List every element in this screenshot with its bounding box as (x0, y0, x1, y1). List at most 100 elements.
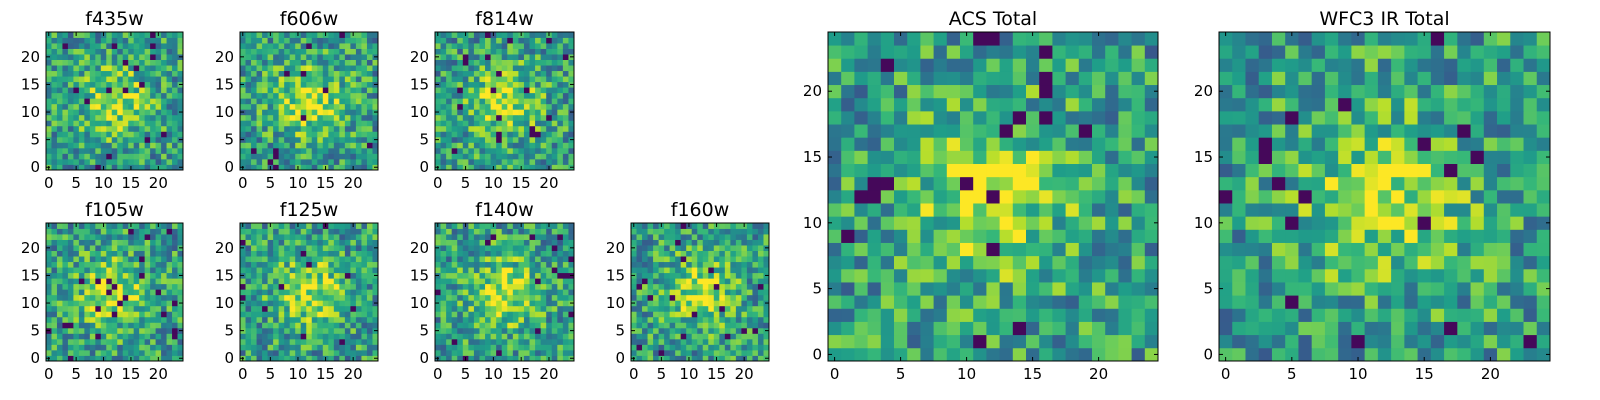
heatmap-cell (828, 334, 842, 349)
heatmap-cell (642, 294, 648, 301)
heatmap-cell (894, 268, 908, 283)
heatmap-cell (462, 333, 469, 340)
heatmap-cell (697, 261, 704, 268)
y-tick-label: 5 (30, 131, 40, 149)
heatmap-cell (251, 153, 257, 160)
heatmap-cell (56, 76, 63, 83)
heatmap-cell (435, 87, 441, 94)
heatmap-cell (133, 87, 140, 94)
heatmap-cell (122, 81, 129, 88)
heatmap-cell (95, 294, 102, 301)
x-tick-label: 10 (484, 365, 503, 383)
heatmap-cell (128, 256, 135, 263)
heatmap-cell (468, 131, 475, 138)
heatmap-cell (562, 272, 569, 279)
heatmap-cell (529, 65, 536, 72)
heatmap-cell (741, 305, 748, 312)
heatmap-cell (139, 355, 146, 362)
heatmap-cell (95, 153, 102, 160)
heatmap-cell (675, 250, 682, 257)
heatmap-cell (333, 65, 340, 72)
heatmap-cell (166, 311, 173, 318)
heatmap-cell (496, 289, 503, 296)
heatmap-cell (355, 355, 362, 362)
heatmap-cell (485, 109, 491, 116)
heatmap-cell (111, 147, 118, 154)
y-tick-label: 0 (30, 158, 40, 176)
heatmap-cell (451, 355, 458, 362)
heatmap-cell (95, 256, 102, 263)
heatmap-cell (139, 32, 146, 38)
heatmap-cell (518, 54, 525, 60)
heatmap-cell (322, 322, 329, 329)
heatmap-cell (172, 338, 178, 345)
heatmap-cell (907, 242, 921, 257)
heatmap-cell (106, 289, 113, 296)
heatmap-cell (84, 223, 91, 229)
heatmap-cell (339, 250, 346, 257)
heatmap-cell (702, 300, 709, 307)
heatmap-cell (546, 131, 553, 138)
heatmap-cell (529, 228, 536, 235)
heatmap-cell (523, 65, 530, 72)
heatmap-cell (485, 316, 491, 323)
heatmap-cell (177, 92, 184, 99)
heatmap-cell (322, 131, 329, 138)
heatmap-cell (106, 256, 113, 263)
heatmap-cell (144, 70, 151, 77)
heatmap-cell (741, 322, 748, 329)
heatmap-cell (653, 349, 659, 356)
heatmap-cell (144, 153, 151, 160)
heatmap-cell (100, 76, 107, 83)
heatmap-cell (317, 327, 324, 334)
heatmap-cell (144, 136, 151, 143)
heatmap-cell (457, 164, 464, 171)
heatmap-cell (546, 37, 553, 44)
heatmap-cell (557, 333, 564, 340)
heatmap-cell (529, 43, 536, 49)
heatmap-cell (462, 349, 469, 356)
heatmap-cell (245, 316, 252, 323)
heatmap-cell (535, 76, 542, 83)
heatmap-cell (1039, 282, 1053, 296)
heatmap-cell (56, 98, 63, 105)
heatmap-cell (106, 349, 113, 356)
heatmap-cell (933, 321, 948, 336)
heatmap-cell (730, 267, 737, 274)
heatmap-cell (540, 87, 547, 94)
heatmap-cell (697, 278, 704, 285)
heatmap-cell (757, 223, 764, 229)
heatmap-cell (150, 250, 156, 257)
heatmap-cell (763, 223, 770, 229)
heatmap-cell (675, 283, 682, 290)
heatmap-cell (1012, 255, 1027, 270)
heatmap-cell (540, 289, 547, 296)
heatmap-cell (507, 316, 514, 323)
heatmap-cell (155, 267, 162, 274)
heatmap-cell (73, 147, 80, 154)
heatmap-cell (490, 239, 497, 246)
heatmap-cell (446, 344, 453, 351)
heatmap-cell (73, 311, 80, 318)
heatmap-cell (653, 250, 659, 257)
heatmap-cell (56, 228, 63, 235)
heatmap-cell (128, 142, 135, 149)
heatmap-cell (322, 59, 329, 66)
heatmap-cell (440, 158, 447, 165)
heatmap-cell (529, 234, 536, 240)
heatmap-cell (273, 256, 280, 263)
heatmap-cell (529, 305, 536, 312)
heatmap-cell (675, 300, 682, 307)
heatmap-cell (56, 283, 63, 290)
heatmap-cell (366, 234, 373, 240)
heatmap-cell (479, 59, 486, 66)
heatmap-cell (84, 322, 91, 329)
heatmap-cell (117, 142, 124, 149)
heatmap-cell (278, 228, 285, 235)
heatmap-cell (166, 70, 173, 77)
heatmap-cell (451, 250, 458, 257)
heatmap-cell (177, 322, 184, 329)
heatmap-cell (300, 81, 307, 88)
heatmap-cell (284, 125, 291, 132)
heatmap-cell (647, 239, 654, 246)
